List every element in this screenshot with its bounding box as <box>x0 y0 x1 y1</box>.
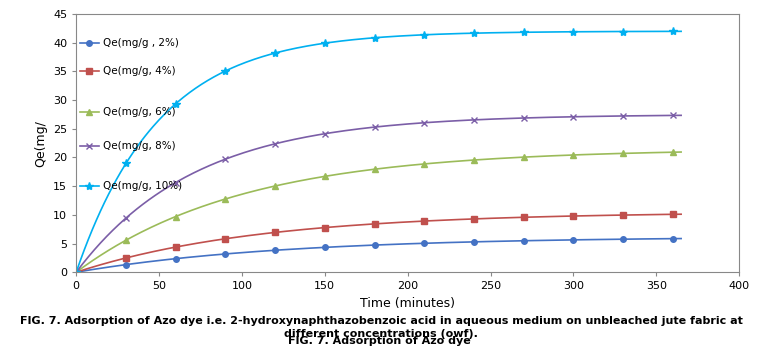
Text: Qe(mg/g, 4%): Qe(mg/g, 4%) <box>103 66 175 76</box>
Text: Qe(mg/g , 2%): Qe(mg/g , 2%) <box>103 38 178 48</box>
Text: Qe(mg/g, 10%): Qe(mg/g, 10%) <box>103 181 182 191</box>
X-axis label: Time (minutes): Time (minutes) <box>360 297 455 310</box>
Text: different concentrations (owf).: different concentrations (owf). <box>284 328 478 339</box>
Text: Qe(mg/g, 6%): Qe(mg/g, 6%) <box>103 106 175 117</box>
Text: Qe(mg/g, 8%): Qe(mg/g, 8%) <box>103 141 175 151</box>
Y-axis label: Qe(mg/: Qe(mg/ <box>34 120 47 166</box>
Text: FIG. 7. Adsorption of Azo dye i.e. 2-hydroxynaphthazobenzoic acid in aqueous med: FIG. 7. Adsorption of Azo dye i.e. 2-hyd… <box>20 316 742 326</box>
Text: FIG. 7. Adsorption of Azo dye: FIG. 7. Adsorption of Azo dye <box>288 335 474 346</box>
